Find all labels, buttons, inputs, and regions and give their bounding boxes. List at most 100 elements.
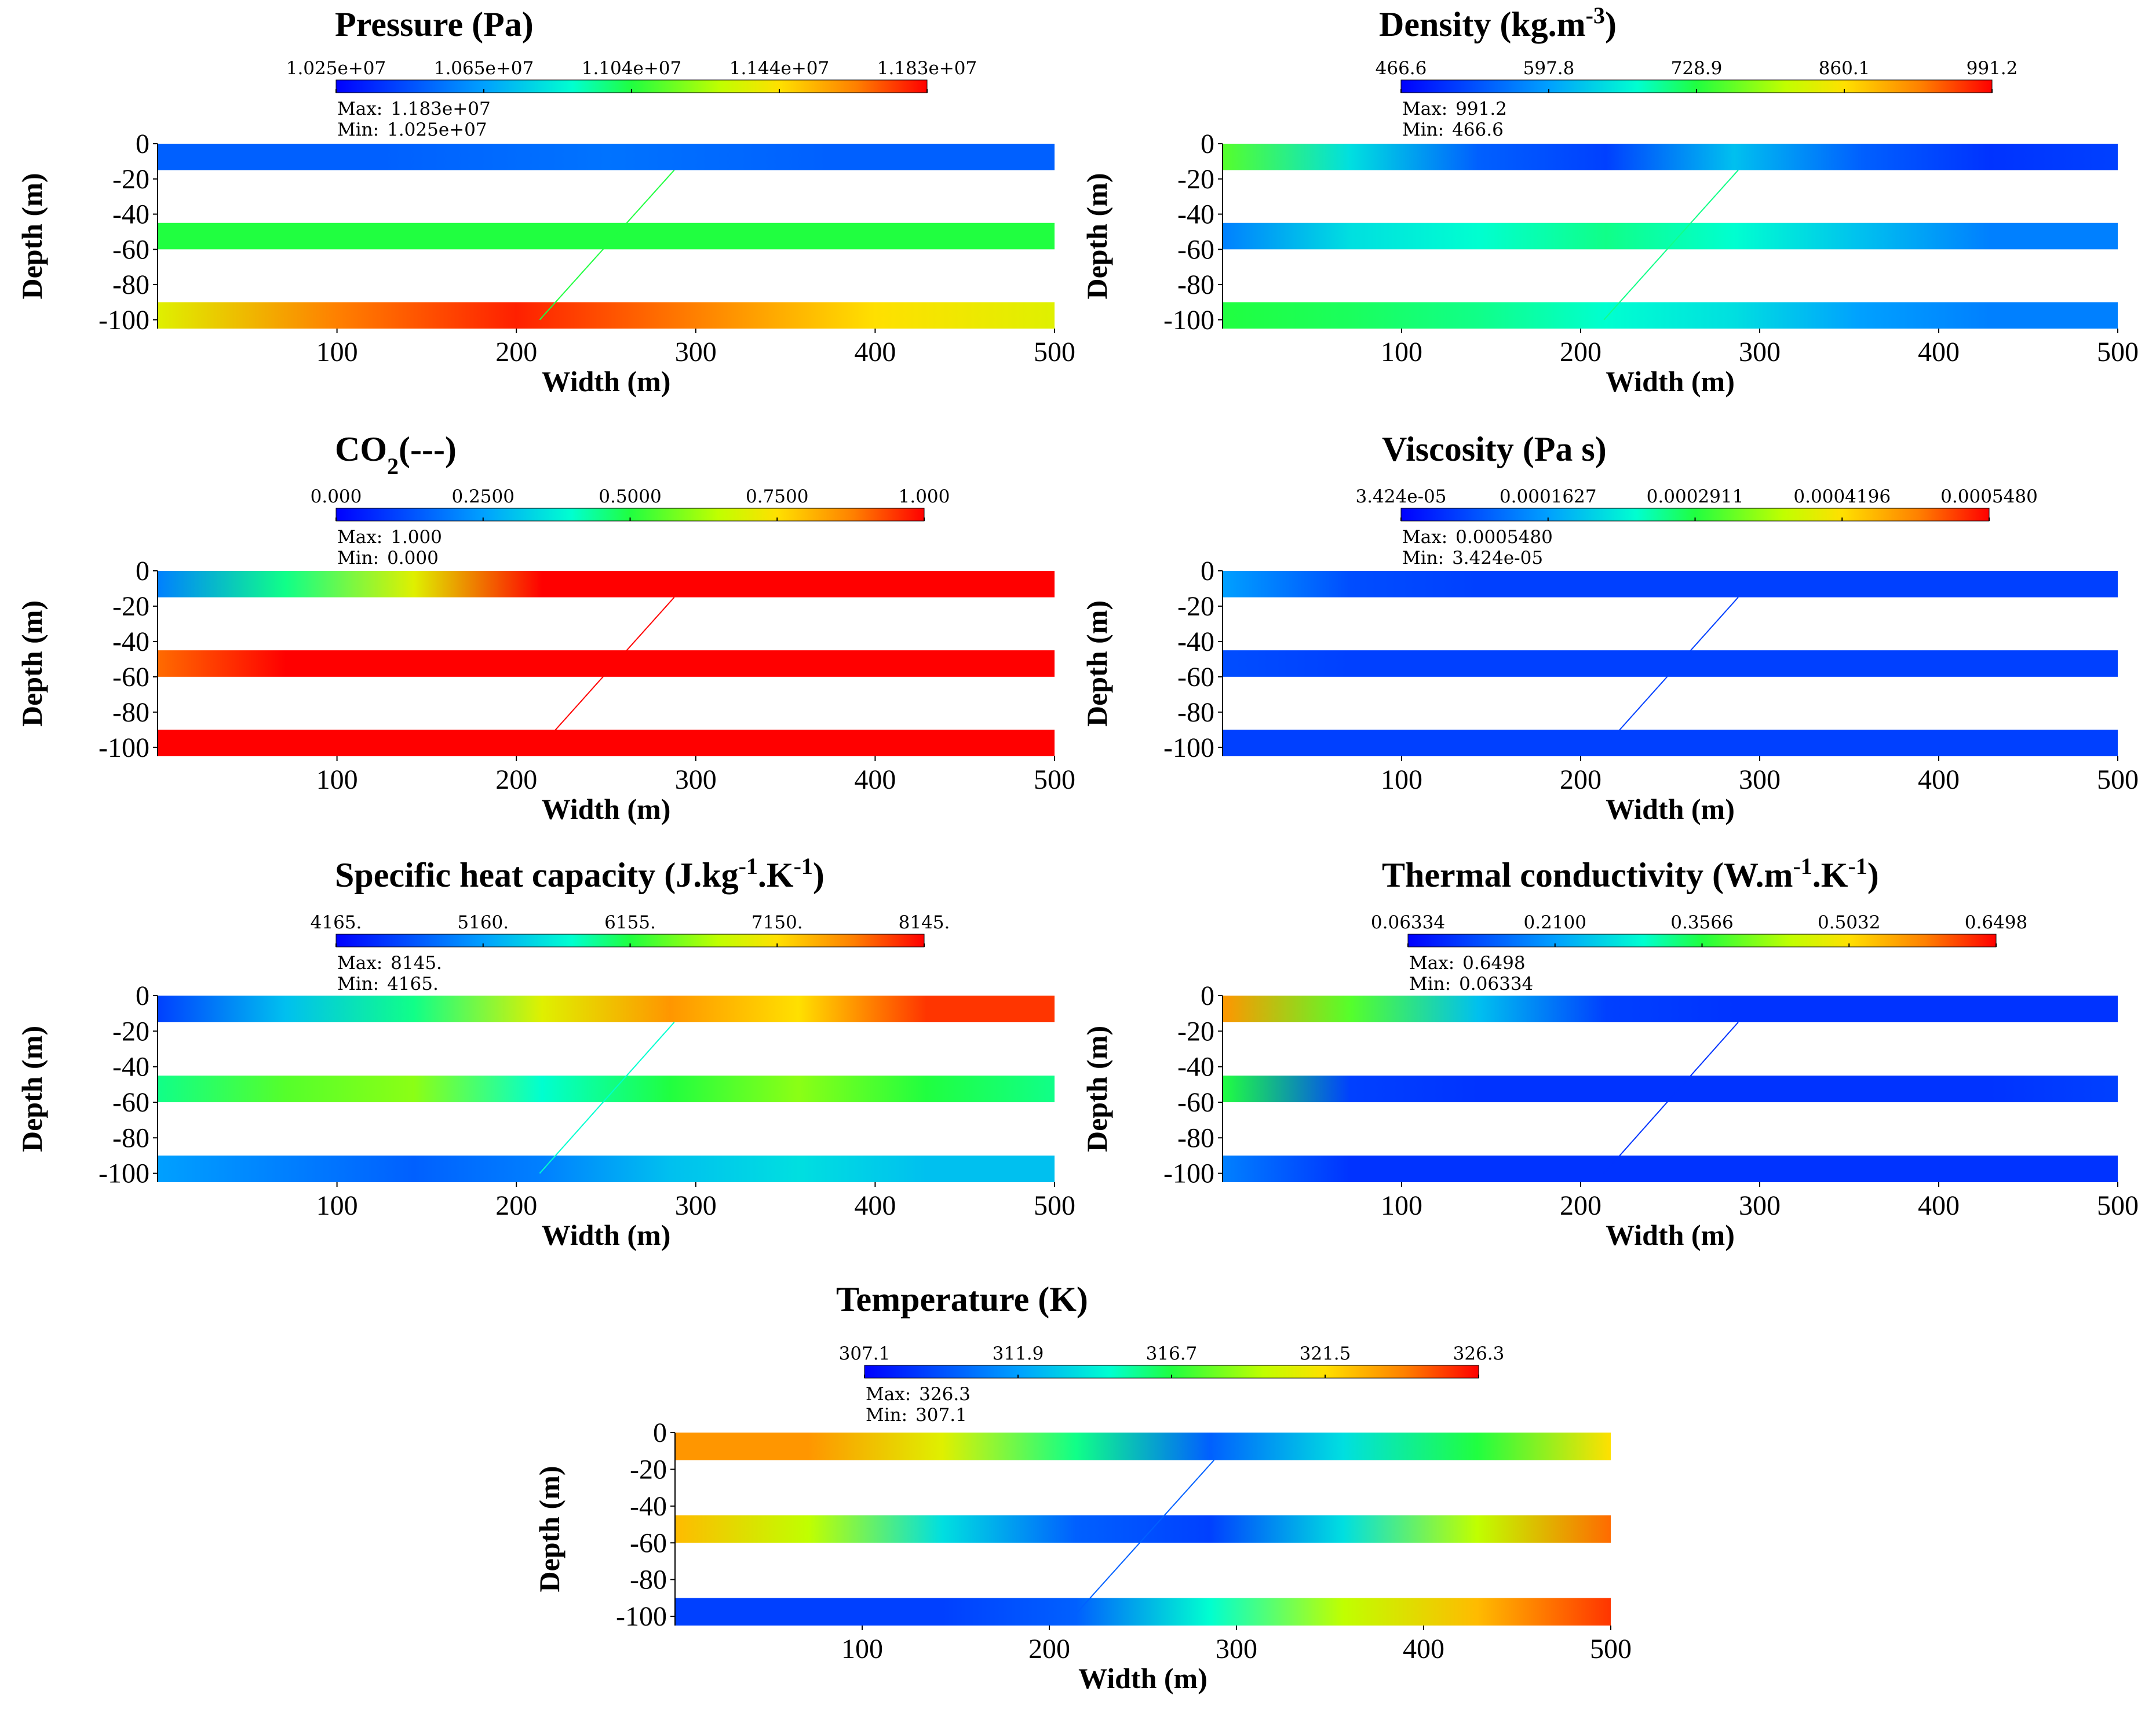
min-label: Min: 307.1 — [866, 1405, 967, 1426]
x-tick-label: 300 — [1739, 764, 1781, 795]
colorbar-tick-label: 0.6498 — [1965, 912, 2027, 933]
layer-band — [1223, 730, 2118, 756]
y-tick-label: -60 — [1177, 1087, 1214, 1118]
panel-title: CO2(---) — [335, 430, 457, 479]
panel-temperature: Temperature (K) 307.1 311.9 316.7 321.5 326.3… — [533, 1280, 1632, 1695]
layer-band — [158, 996, 1055, 1022]
max-label: Max: 991.2 — [1402, 99, 1507, 119]
panel-title: Specific heat capacity (J.kg-1.K-1) — [335, 853, 825, 895]
y-tick-label: -60 — [112, 1087, 149, 1118]
y-tick-label: 0 — [1201, 129, 1214, 159]
colorbar-tick-label: 0.0005480 — [1940, 486, 2038, 507]
x-tick-label: 100 — [1381, 764, 1422, 795]
panel-viscosity: Viscosity (Pa s) 3.424e-05 0.0001627 0.0002… — [1081, 430, 2139, 825]
layer-band — [158, 302, 1055, 329]
min-label: Min: 3.424e-05 — [1402, 548, 1543, 569]
panel-title: Pressure (Pa) — [335, 5, 534, 43]
x-tick-label: 400 — [1918, 1190, 1960, 1221]
min-label: Min: 0.06334 — [1409, 974, 1533, 994]
x-tick-label: 500 — [2097, 1190, 2139, 1221]
y-tick-label: -80 — [1177, 697, 1214, 728]
y-tick-label: -20 — [112, 1016, 149, 1047]
y-tick-label: -40 — [1177, 199, 1214, 230]
y-axis-title: Depth (m) — [1081, 600, 1113, 727]
x-tick-label: 100 — [316, 1190, 358, 1221]
y-axis-title: Depth (m) — [1081, 173, 1113, 299]
x-tick-label: 200 — [495, 764, 537, 795]
colorbar-tick-label: 4165. — [311, 912, 362, 933]
layer-band — [1223, 650, 2118, 677]
colorbar-tick-label: 307.1 — [839, 1343, 891, 1364]
colorbar-tick-label: 0.2100 — [1524, 912, 1586, 933]
y-tick-label: 0 — [136, 129, 149, 159]
x-tick-label: 400 — [1403, 1634, 1444, 1664]
max-label: Max: 8145. — [337, 953, 442, 974]
x-tick-label: 500 — [2097, 337, 2139, 367]
layer-band — [158, 144, 1055, 170]
x-tick-label: 400 — [854, 1190, 896, 1221]
y-tick-label: -60 — [1177, 662, 1214, 693]
x-tick-label: 500 — [2097, 764, 2139, 795]
colorbar-tick-label: 0.5032 — [1818, 912, 1880, 933]
colorbar-tick-label: 728.9 — [1671, 58, 1723, 79]
x-tick-label: 500 — [1034, 764, 1075, 795]
x-tick-label: 500 — [1590, 1634, 1632, 1664]
fault-line — [539, 169, 675, 320]
layer-band — [158, 1076, 1055, 1102]
x-tick-label: 200 — [495, 1190, 537, 1221]
y-tick-label: -60 — [630, 1528, 667, 1558]
layer-band — [158, 223, 1055, 250]
x-tick-label: 100 — [316, 764, 358, 795]
x-axis-title: Width (m) — [1078, 1662, 1207, 1695]
x-tick-label: 300 — [1216, 1634, 1257, 1664]
colorbar-tick-label: 321.5 — [1300, 1343, 1351, 1364]
y-tick-label: -100 — [99, 305, 149, 336]
max-label: Max: 0.6498 — [1409, 953, 1526, 974]
layer-band — [1223, 996, 2118, 1022]
y-axis-title: Depth (m) — [16, 1026, 48, 1152]
x-tick-label: 500 — [1034, 1190, 1075, 1221]
x-axis-title: Width (m) — [542, 1219, 671, 1251]
x-tick-label: 400 — [854, 764, 896, 795]
layer-band — [1223, 302, 2118, 329]
x-tick-label: 100 — [841, 1634, 883, 1664]
y-tick-label: -80 — [1177, 269, 1214, 300]
x-tick-label: 300 — [675, 1190, 717, 1221]
colorbar-tick-label: 1.183e+07 — [877, 58, 977, 79]
panel-cp: Specific heat capacity (J.kg-1.K-1) 4165.… — [16, 853, 1075, 1252]
colorbar-tick-label: 0.3566 — [1670, 912, 1733, 933]
x-axis-title: Width (m) — [542, 793, 671, 825]
layer-band — [1223, 223, 2118, 250]
y-tick-label: -80 — [1177, 1123, 1214, 1153]
x-tick-label: 100 — [1381, 337, 1422, 367]
layer-band — [1223, 1156, 2118, 1182]
colorbar-tick-label: 326.3 — [1453, 1343, 1505, 1364]
colorbar-tick-label: 0.0001627 — [1500, 486, 1597, 507]
y-axis-title: Depth (m) — [16, 173, 48, 299]
panel-conductivity: Thermal conductivity (W.m-1.K-1) 0.06334 0… — [1081, 853, 2139, 1252]
y-tick-label: -80 — [630, 1565, 667, 1595]
y-tick-label: -40 — [112, 626, 149, 657]
layer-band — [1223, 144, 2118, 170]
x-tick-label: 200 — [1560, 764, 1602, 795]
y-tick-label: 0 — [136, 556, 149, 586]
y-axis-title: Depth (m) — [533, 1466, 566, 1592]
fault-line — [1603, 1022, 1739, 1174]
colorbar-tick-label: 0.5000 — [599, 486, 661, 507]
min-label: Min: 1.025e+07 — [337, 119, 487, 140]
y-tick-label: -100 — [99, 1158, 149, 1189]
max-label: Max: 0.0005480 — [1402, 527, 1553, 548]
panel-pressure: Pressure (Pa) 1.025e+07 1.065e+07 1.104e+07… — [16, 5, 1075, 398]
colorbar-tick-label: 316.7 — [1146, 1343, 1198, 1364]
panel-title: Viscosity (Pa s) — [1382, 430, 1607, 468]
colorbar-tick-label: 0.000 — [311, 486, 362, 507]
x-tick-label: 300 — [1739, 1190, 1781, 1221]
y-tick-label: -100 — [1163, 305, 1214, 336]
x-tick-label: 100 — [1381, 1190, 1422, 1221]
fault-line — [539, 597, 675, 748]
layer-band — [1223, 1076, 2118, 1102]
y-tick-label: 0 — [653, 1417, 667, 1448]
y-tick-label: -100 — [1163, 1158, 1214, 1189]
y-tick-label: -20 — [1177, 1016, 1214, 1047]
